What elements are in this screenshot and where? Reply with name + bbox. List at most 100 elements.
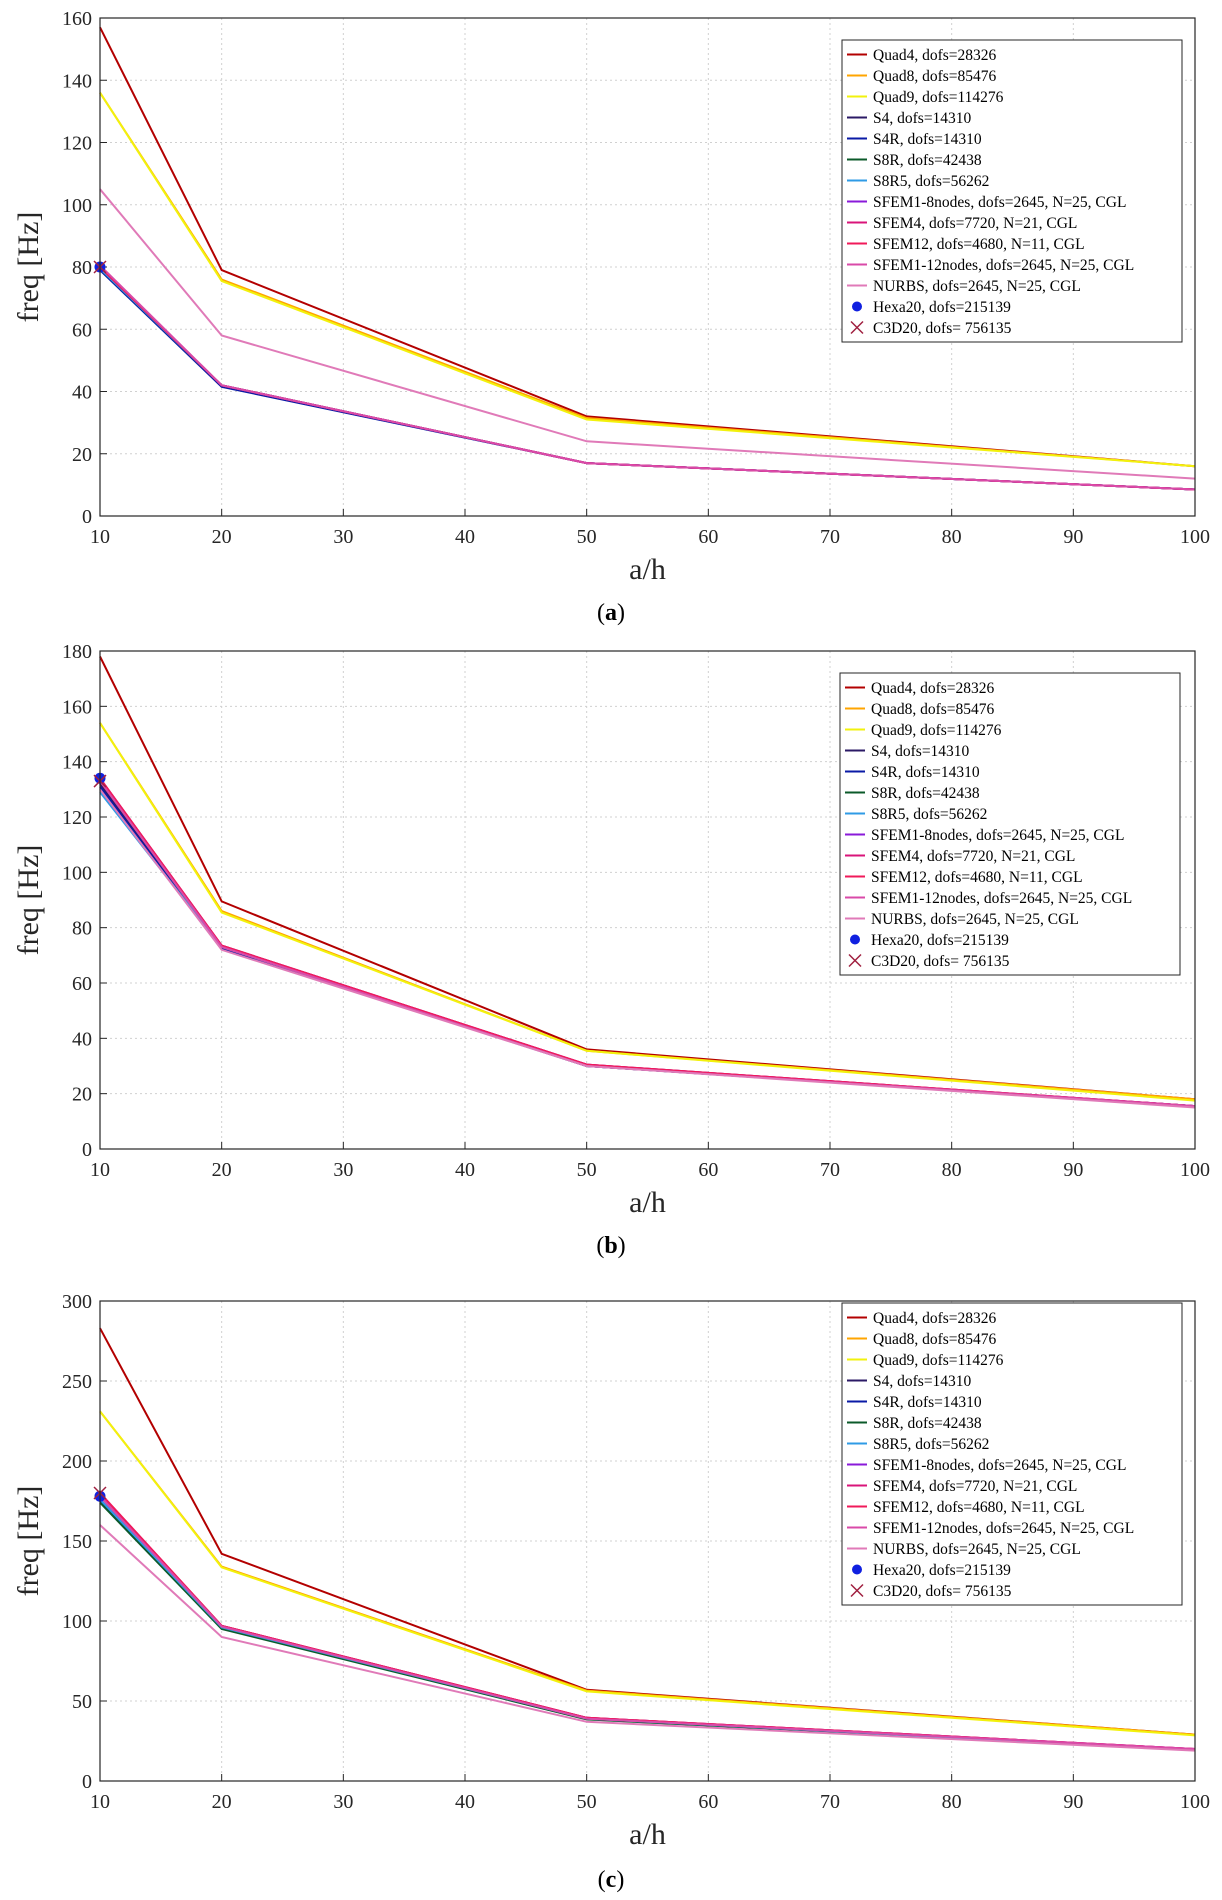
panel-caption: (c): [598, 1867, 625, 1893]
y-tick-label: 140: [62, 752, 92, 774]
y-axis-label: freq [Hz]: [12, 1486, 45, 1597]
y-tick-label: 50: [72, 1691, 92, 1713]
y-tick-label: 120: [62, 133, 92, 155]
x-tick-label: 80: [942, 1159, 962, 1181]
x-tick-label: 80: [942, 526, 962, 548]
legend-marker-dot: [852, 301, 862, 312]
x-tick-label: 70: [820, 526, 840, 548]
legend-entry-label: SFEM12, dofs=4680, N=11, CGL: [873, 1499, 1085, 1516]
series-line-nurbs: [99, 188, 1196, 480]
y-tick-label: 0: [82, 1139, 92, 1161]
axes-box: [99, 650, 1196, 1150]
legend: Quad4, dofs=28326 Quad8, dofs=85476 Quad9,…: [839, 672, 1181, 976]
legend-entry-label: SFEM1-12nodes, dofs=2645, N=25, CGL: [873, 1520, 1134, 1537]
series-line-quad9: [99, 92, 1196, 468]
legend-entry-label: S8R, dofs=42438: [873, 152, 982, 169]
legend-entry-label: Quad4, dofs=28326: [873, 1310, 997, 1327]
legend-entry-label: C3D20, dofs= 756135: [871, 953, 1010, 970]
y-tick-label: 80: [72, 918, 92, 940]
y-tick-label: 150: [62, 1531, 92, 1553]
legend-entry-label: NURBS, dofs=2645, N=25, CGL: [871, 911, 1079, 928]
legend-entry-label: Quad8, dofs=85476: [873, 1331, 997, 1348]
legend-entry-label: S8R5, dofs=56262: [873, 1436, 989, 1453]
y-tick-label: 20: [72, 1084, 92, 1106]
x-tick-label: 90: [1063, 1791, 1083, 1813]
y-tick-label: 100: [62, 862, 92, 884]
x-tick-label: 50: [577, 1791, 597, 1813]
legend-entry-label: S4R, dofs=14310: [873, 131, 982, 148]
x-tick-label: 100: [1180, 526, 1210, 548]
legend-entry-label: Quad9, dofs=114276: [873, 89, 1004, 106]
x-tick-label: 100: [1180, 1159, 1210, 1181]
legend-entry-label: S4, dofs=14310: [873, 1373, 972, 1390]
legend-entry-label: SFEM12, dofs=4680, N=11, CGL: [871, 869, 1083, 886]
x-tick-label: 60: [698, 1159, 718, 1181]
x-tick-label: 80: [942, 1791, 962, 1813]
y-tick-label: 0: [82, 1771, 92, 1793]
y-tick-label: 20: [72, 444, 92, 466]
x-tick-label: 60: [698, 1791, 718, 1813]
x-tick-label: 70: [820, 1159, 840, 1181]
x-tick-label: 10: [90, 526, 110, 548]
series-line-nurbs: [99, 788, 1196, 1109]
legend-entry-label: S8R5, dofs=56262: [871, 806, 987, 823]
x-tick-label: 30: [333, 1791, 353, 1813]
chart-panel-a: 10 20 30 40 50 60 70 80 90 100 0 20 40 60 80 100 120 140 1…: [12, 8, 1210, 626]
series-line-nurbs: [99, 1524, 1196, 1752]
legend-entry-label: S4, dofs=14310: [871, 743, 970, 760]
legend-entry-label: SFEM1-12nodes, dofs=2645, N=25, CGL: [873, 257, 1134, 274]
y-tick-label: 40: [72, 1028, 92, 1050]
legend-entry-label: C3D20, dofs= 756135: [873, 320, 1012, 337]
chart-panel-c: 10 20 30 40 50 60 70 80 90 100 0 50 100 150 200 250 300 a…: [12, 1291, 1210, 1893]
legend-entry-label: Quad8, dofs=85476: [873, 68, 997, 85]
y-tick-label: 40: [72, 382, 92, 404]
x-tick-label: 40: [455, 1159, 475, 1181]
y-tick-label: 120: [62, 807, 92, 829]
legend-entry-label: SFEM4, dofs=7720, N=21, CGL: [871, 848, 1075, 865]
legend-entry-label: Quad4, dofs=28326: [871, 680, 995, 697]
legend-box: [841, 1302, 1183, 1606]
x-axis-label: a/h: [629, 1818, 666, 1851]
legend-marker-x: [850, 320, 864, 335]
legend-entry-label: S8R, dofs=42438: [873, 1415, 982, 1432]
x-tick-label: 20: [212, 1159, 232, 1181]
series-line-quad9: [99, 722, 1196, 1102]
legend-entry-label: S8R5, dofs=56262: [873, 173, 989, 190]
legend-entry-label: SFEM1-8nodes, dofs=2645, N=25, CGL: [871, 827, 1124, 844]
legend-entry-label: SFEM12, dofs=4680, N=11, CGL: [873, 236, 1085, 253]
legend-entry-label: Hexa20, dofs=215139: [873, 299, 1011, 316]
x-tick-label: 30: [333, 526, 353, 548]
legend-entry-label: Quad9, dofs=114276: [873, 1352, 1004, 1369]
legend: Quad4, dofs=28326 Quad8, dofs=85476 Quad9,…: [841, 1302, 1183, 1606]
series-line-sfem1-12nodes: [99, 264, 1196, 491]
y-tick-label: 60: [72, 319, 92, 341]
x-tick-label: 40: [455, 526, 475, 548]
legend-entry-label: NURBS, dofs=2645, N=25, CGL: [873, 278, 1081, 295]
legend-entry-label: Hexa20, dofs=215139: [871, 932, 1009, 949]
legend-entry-label: S4R, dofs=14310: [871, 764, 980, 781]
y-axis-label: freq [Hz]: [12, 212, 45, 323]
axes-box: [99, 1300, 1196, 1782]
x-tick-label: 60: [698, 526, 718, 548]
legend-marker-dot: [852, 1564, 862, 1575]
x-tick-label: 70: [820, 1791, 840, 1813]
legend-entry-label: NURBS, dofs=2645, N=25, CGL: [873, 1541, 1081, 1558]
x-tick-label: 30: [333, 1159, 353, 1181]
x-tick-label: 90: [1063, 526, 1083, 548]
panel-caption: (b): [596, 1233, 625, 1259]
legend-marker-x: [848, 953, 862, 968]
legend-box: [841, 39, 1183, 343]
x-tick-label: 20: [212, 1791, 232, 1813]
legend-entry-label: Quad9, dofs=114276: [871, 722, 1002, 739]
y-tick-label: 250: [62, 1371, 92, 1393]
legend-entry-label: Quad8, dofs=85476: [871, 701, 995, 718]
legend-entry-label: S4R, dofs=14310: [873, 1394, 982, 1411]
legend-marker-x: [850, 1583, 864, 1598]
legend-entry-label: S4, dofs=14310: [873, 110, 972, 127]
series-line-sfem1-12nodes: [99, 1495, 1196, 1750]
x-tick-label: 90: [1063, 1159, 1083, 1181]
x-tick-label: 20: [212, 526, 232, 548]
y-tick-label: 0: [82, 506, 92, 528]
x-tick-label: 50: [577, 1159, 597, 1181]
